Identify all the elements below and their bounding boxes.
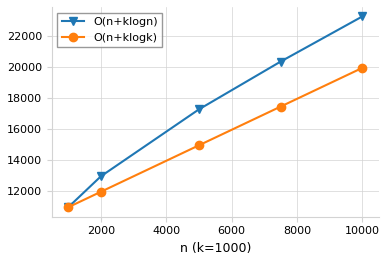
Legend: O(n+klogn), O(n+klogk): O(n+klogn), O(n+klogk) [57,13,162,47]
O(n+klogk) [66,206,71,209]
O(n+klogn) [197,108,201,111]
O(n+klogk) [197,144,201,147]
O(n+klogn) [278,60,283,63]
O(n+klogn) [66,206,71,209]
O(n+klogk) [278,105,283,108]
O(n+klogn) [99,175,103,178]
X-axis label: n (k=1000): n (k=1000) [180,242,251,255]
O(n+klogk) [99,190,103,193]
O(n+klogk) [360,66,365,69]
Line: O(n+klogk): O(n+klogk) [64,64,366,211]
Line: O(n+klogn): O(n+klogn) [64,12,366,211]
O(n+klogn) [360,15,365,18]
